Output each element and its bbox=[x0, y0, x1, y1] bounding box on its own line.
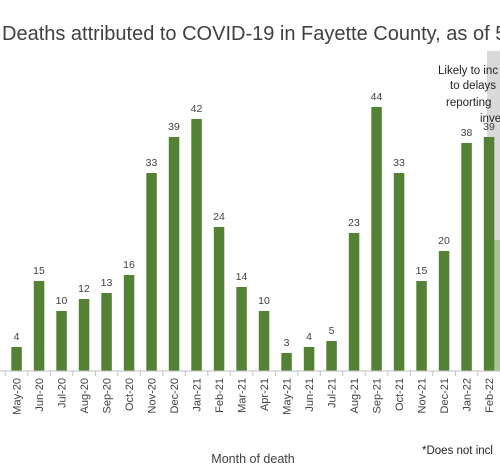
x-tick-label: Feb-21 bbox=[214, 378, 226, 413]
bar-Sep-21 bbox=[371, 107, 382, 371]
x-tick-label: May-20 bbox=[12, 378, 24, 415]
data-label: 39 bbox=[168, 121, 180, 133]
data-label: 20 bbox=[438, 235, 450, 247]
data-label: 23 bbox=[348, 217, 360, 229]
x-tick-label: Jan-21 bbox=[192, 378, 204, 412]
bar-Dec-21 bbox=[438, 251, 450, 371]
annotation-note: Likely to inc to delays reporting inve bbox=[438, 65, 500, 125]
bar-Jun-20 bbox=[33, 281, 45, 371]
bar-Feb-22 bbox=[483, 137, 495, 371]
annotation-line: to delays bbox=[450, 80, 496, 92]
data-label: 12 bbox=[78, 283, 90, 295]
x-tick-label: Jul-20 bbox=[57, 378, 69, 408]
bar-Sep-20 bbox=[101, 293, 112, 371]
bar-Feb-21 bbox=[213, 227, 225, 371]
annotation-line: reporting bbox=[446, 97, 491, 109]
x-tick-label: Sep-20 bbox=[102, 378, 114, 413]
x-tick-label: Jun-20 bbox=[34, 378, 46, 412]
x-tick-label: Aug-20 bbox=[79, 378, 91, 413]
x-tick-label: Jul-21 bbox=[327, 378, 339, 408]
x-tick-label: Oct-20 bbox=[124, 378, 136, 411]
data-label: 38 bbox=[461, 127, 473, 139]
x-tick-label: Dec-21 bbox=[439, 378, 451, 413]
chart-title: Deaths attributed to COVID-19 in Fayette… bbox=[2, 23, 500, 45]
annotation-line: inve bbox=[480, 113, 500, 125]
x-tick-labels: May-20 Jun-20 Jul-20 Aug-20 Sep-20 Oct-20 Nov-… bbox=[12, 378, 497, 415]
bar-Aug-20 bbox=[78, 299, 90, 371]
data-label: 44 bbox=[371, 91, 383, 103]
x-tick-label: May-21 bbox=[282, 378, 294, 415]
x-tick-label: Jun-21 bbox=[304, 378, 316, 412]
x-tick-label: Oct-21 bbox=[394, 378, 406, 411]
bar-Aug-21 bbox=[348, 233, 360, 371]
data-label: 33 bbox=[393, 157, 405, 169]
data-label: 33 bbox=[146, 157, 158, 169]
partial-month-bar bbox=[492, 240, 500, 371]
data-label: 3 bbox=[284, 337, 290, 349]
data-label: 5 bbox=[329, 325, 335, 337]
data-label: 10 bbox=[258, 295, 270, 307]
bar-Jul-20 bbox=[56, 311, 67, 371]
bar-Jan-21 bbox=[191, 119, 202, 371]
bar-Oct-20 bbox=[123, 275, 135, 371]
x-tick-label: Sep-21 bbox=[372, 378, 384, 413]
data-label: 24 bbox=[213, 211, 225, 223]
bars bbox=[11, 107, 495, 371]
bar-May-21 bbox=[281, 353, 292, 371]
footnote: *Does not incl bbox=[422, 445, 493, 457]
x-tick-label: Feb-22 bbox=[484, 378, 496, 413]
data-label: 13 bbox=[101, 277, 113, 289]
bar-Apr-21 bbox=[258, 311, 270, 371]
x-tick-marks bbox=[4, 371, 500, 376]
bar-Jul-21 bbox=[326, 341, 337, 371]
data-label: 14 bbox=[236, 271, 248, 283]
data-label: 10 bbox=[56, 295, 68, 307]
data-label: 16 bbox=[123, 259, 135, 271]
bar-Jan-22 bbox=[461, 143, 472, 371]
x-tick-label: Nov-20 bbox=[147, 378, 159, 413]
data-label: 15 bbox=[33, 265, 45, 277]
bar-Mar-21 bbox=[236, 287, 247, 371]
bar-Nov-20 bbox=[146, 173, 157, 371]
x-tick-label: Mar-21 bbox=[237, 378, 249, 413]
data-label: 4 bbox=[14, 331, 20, 343]
data-label: 15 bbox=[416, 265, 428, 277]
data-label: 4 bbox=[306, 331, 312, 343]
x-tick-label: Apr-21 bbox=[259, 378, 271, 411]
x-tick-label: Nov-21 bbox=[417, 378, 429, 413]
data-labels: 4 15 10 12 13 16 33 39 42 24 14 10 3 4 5 23 44 33 15 20 38 39 bbox=[14, 91, 495, 349]
bar-Oct-21 bbox=[393, 173, 405, 371]
bar-Jun-21 bbox=[303, 347, 315, 371]
x-tick-label: Aug-21 bbox=[349, 378, 361, 413]
annotation-line: Likely to inc bbox=[438, 65, 498, 77]
data-label: 39 bbox=[483, 121, 495, 133]
bar-Dec-20 bbox=[168, 137, 180, 371]
data-label: 42 bbox=[191, 103, 203, 115]
bar-Nov-21 bbox=[416, 281, 427, 371]
x-tick-label: Jan-22 bbox=[462, 378, 474, 412]
x-axis-label: Month of death bbox=[211, 452, 294, 466]
x-tick-label: Dec-20 bbox=[169, 378, 181, 413]
bar-May-20 bbox=[11, 347, 22, 371]
